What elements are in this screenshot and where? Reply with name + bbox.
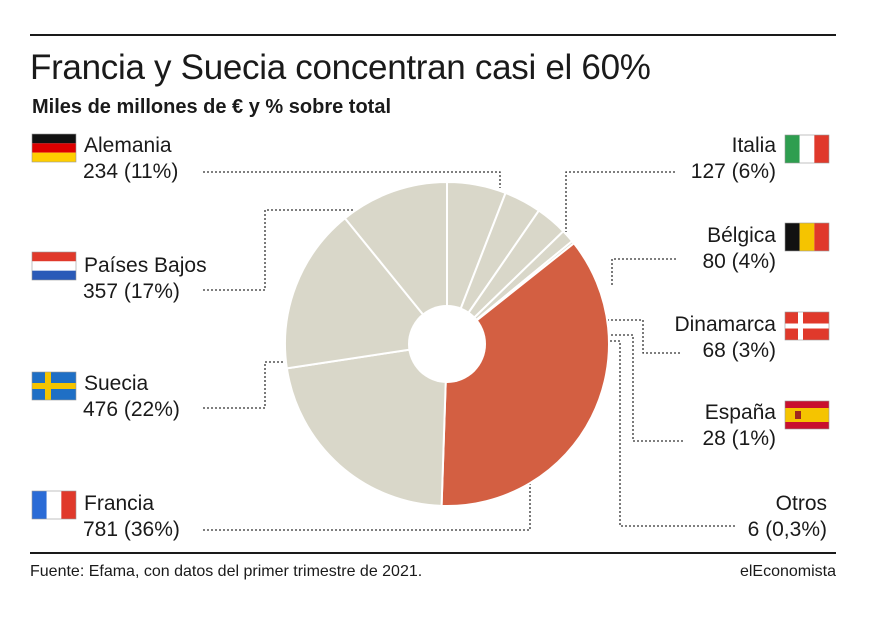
label-suecia: Suecia 476 (22%) [83,371,180,423]
label-paises-bajos: Países Bajos 357 (17%) [83,253,207,305]
flag-sweden [31,371,77,401]
leader-italia [565,171,675,232]
donut-hole [408,305,486,383]
label-name: Francia [84,492,155,515]
label-value: 6 (0,3%) [747,518,827,541]
label-alemania: Alemania 234 (11%) [83,133,179,185]
slice-países-bajos [284,216,449,370]
label-espana: España 28 (1%) [702,400,776,452]
label-name: Italia [731,134,776,157]
label-italia: Italia 127 (6%) [691,133,776,185]
label-name: Otros [775,492,827,515]
label-value: 357 (17%) [83,280,180,303]
leader-alemania [203,171,501,188]
flags [31,133,830,520]
label-value: 80 (4%) [702,250,776,273]
label-dinamarca: Dinamarca 68 (3%) [674,312,776,364]
label-value: 781 (36%) [83,518,180,541]
slice-alemania [343,180,448,347]
label-value: 127 (6%) [690,160,776,183]
label-name: España [704,401,776,424]
source-note: Fuente: Efama, con datos del primer trim… [30,563,423,580]
flag-italy [784,134,830,164]
flag-france [31,490,77,520]
chart-title: Francia y Suecia concentran casi el 60% [30,48,651,87]
label-name: Bélgica [707,224,776,247]
slice-francia [440,241,610,507]
flag-denmark [784,311,830,341]
flag-spain [784,400,830,430]
flag-germany [31,133,77,163]
slice-suecia [285,342,449,507]
brand-logo: elEconomista [739,563,836,580]
leader-otros [610,340,735,527]
label-name: Alemania [84,134,172,157]
label-value: 68 (3%) [702,339,776,362]
label-name: Suecia [84,372,149,395]
label-name: Dinamarca [674,313,776,336]
leader-francia [203,480,531,531]
chart-subtitle: Miles de millones de € y % sobre total [32,96,391,118]
top-rule [30,34,836,36]
label-belgica: Bélgica 80 (4%) [702,223,776,275]
label-value: 234 (11%) [83,160,179,183]
leader-suecia [203,361,295,409]
donut-slices [284,180,610,507]
leader-dinamarca [608,319,680,354]
leader-belgica [611,258,676,286]
flag-netherlands [31,251,77,281]
label-francia: Francia 781 (36%) [83,491,180,543]
bottom-rule [30,552,836,554]
label-otros: Otros 6 (0,3%) [748,491,827,543]
leader-lines [203,171,735,531]
flag-belgium [784,222,830,252]
leader-paises-bajos [203,209,355,291]
label-value: 28 (1%) [702,427,776,450]
leader-espana [610,334,683,442]
label-name: Países Bajos [84,254,207,277]
label-value: 476 (22%) [83,398,180,421]
